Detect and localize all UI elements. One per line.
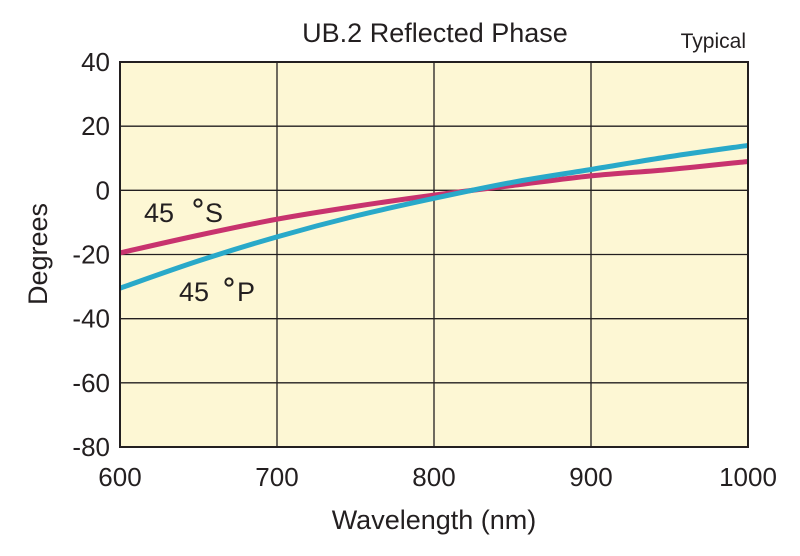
series-lines [119, 142, 749, 291]
y-tick-label: 0 [96, 175, 110, 205]
y-axis-label: Degrees [23, 203, 53, 305]
x-tick-label: 1000 [719, 462, 777, 492]
grid-lines [120, 62, 748, 447]
x-axis-ticks: 600 700 800 900 1000 [98, 462, 777, 492]
y-tick-label: -80 [72, 432, 110, 462]
y-tick-label: 40 [81, 47, 110, 77]
y-axis-ticks: 40 20 0 -20 -40 -60 -80 [72, 47, 110, 462]
series-label-45p: 45 P [179, 277, 255, 307]
y-tick-label: 20 [81, 111, 110, 141]
degree-symbol-icon [224, 277, 234, 287]
series-label-45p-number: 45 [179, 277, 209, 307]
series-label-45s-number: 45 [144, 198, 174, 228]
series-label-45p-polarization: P [237, 277, 255, 307]
x-tick-label: 600 [98, 462, 141, 492]
series-45p-line [119, 142, 749, 291]
x-tick-label: 700 [255, 462, 298, 492]
x-tick-label: 900 [569, 462, 612, 492]
x-axis-label: Wavelength (nm) [332, 505, 537, 535]
series-label-45s: 45 S [144, 198, 223, 228]
plot-frame [119, 61, 749, 448]
y-tick-label: -60 [72, 368, 110, 398]
series-45s-line [119, 158, 749, 256]
y-tick-label: -20 [72, 240, 110, 270]
chart-title: UB.2 Reflected Phase [302, 18, 568, 48]
series-label-45s-polarization: S [205, 198, 223, 228]
y-tick-label: -40 [72, 304, 110, 334]
degree-symbol-icon [193, 198, 203, 208]
typical-note: Typical [681, 30, 746, 53]
x-tick-label: 800 [412, 462, 455, 492]
